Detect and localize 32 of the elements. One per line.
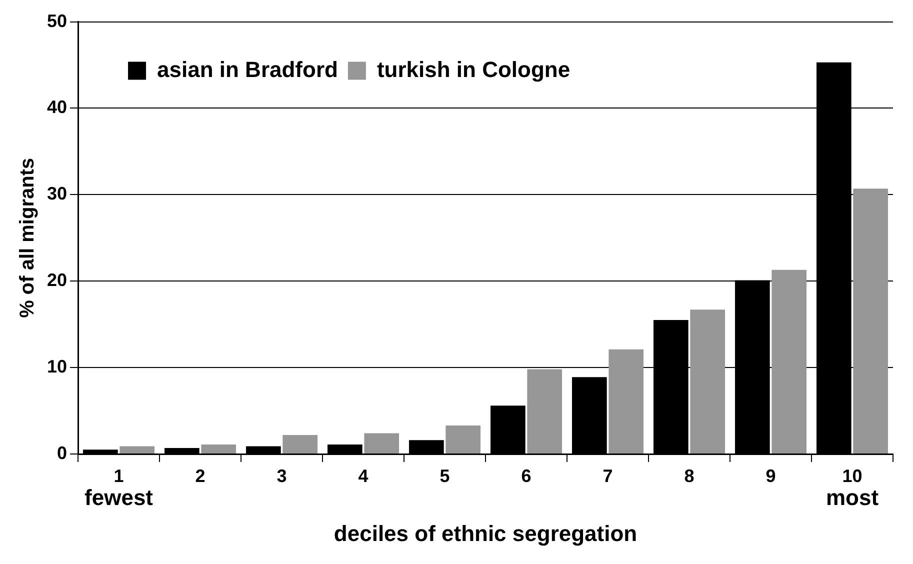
x-tick-label: 7	[602, 466, 613, 486]
y-tick-label: 20	[46, 270, 68, 290]
y-tick-label: 0	[57, 442, 68, 463]
bar	[853, 188, 888, 454]
x-tick-label: 10	[842, 466, 862, 486]
x-tick-label: 9	[766, 466, 776, 486]
x-tick-label: 5	[440, 466, 450, 486]
y-tick-label: 50	[46, 10, 68, 31]
bar	[120, 446, 155, 454]
legend-label: asian in Bradford	[157, 56, 338, 82]
y-tick-label: 10	[46, 356, 68, 377]
text: fewest	[84, 485, 154, 510]
bar	[608, 349, 644, 454]
text: most	[826, 485, 880, 510]
legend-label: turkish in Cologne	[376, 56, 570, 82]
bar	[527, 369, 562, 454]
x-tick-label: 8	[684, 466, 694, 486]
bar	[282, 434, 318, 454]
x-tick-label: 1	[114, 466, 124, 486]
x-tick-label: 2	[195, 466, 206, 486]
bar	[446, 425, 481, 454]
bar	[772, 270, 807, 454]
x-tick-label: 6	[521, 466, 532, 486]
y-tick-label: 40	[46, 97, 68, 118]
y-tick-label: 30	[46, 184, 68, 204]
bar	[201, 444, 236, 454]
y-axis-title: % of all migrants	[16, 158, 39, 318]
bar	[364, 433, 400, 454]
bar	[690, 310, 726, 454]
x-tick-label: 3	[276, 466, 287, 486]
x-tick-label: 4	[358, 466, 368, 486]
x-axis-title: deciles of ethnic segregation	[334, 520, 638, 546]
